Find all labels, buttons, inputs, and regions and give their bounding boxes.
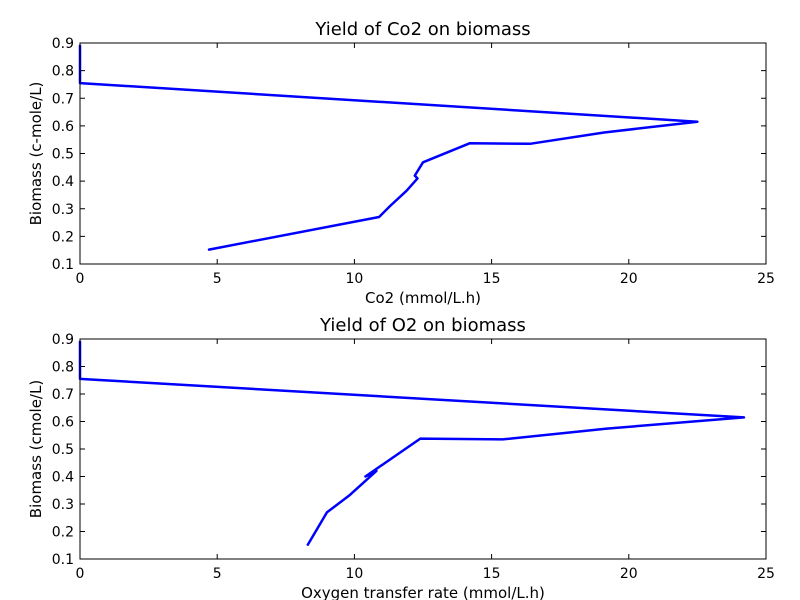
x-tick-label: 25 (757, 271, 775, 287)
plot-frame (79, 42, 767, 265)
ticks: 0 5 10 15 20 25 0.1 0.2 0.3 0.4 0.5 0.6 0.7 0.8 0.9 (52, 332, 775, 582)
x-axis-label: Co2 (mmol/L.h) (365, 289, 481, 307)
y-tick-label: 0.4 (52, 470, 74, 486)
chart-o2-yield: Yield of O2 on biomass Oxygen transfer r… (27, 315, 775, 600)
x-tick-label: 15 (483, 271, 501, 287)
x-tick-label: 5 (213, 271, 222, 287)
y-tick-label: 0.7 (52, 91, 74, 107)
y-axis-label: Biomass (c-mole/L) (27, 82, 45, 226)
y-tick-label: 0.5 (52, 147, 74, 163)
y-tick-label: 0.9 (52, 36, 74, 52)
y-tick-label: 0.8 (52, 64, 74, 80)
x-tick-label: 0 (76, 271, 85, 287)
x-tick-label: 5 (213, 566, 222, 582)
chart-title: Yield of O2 on biomass (319, 315, 526, 336)
y-tick-label: 0.8 (52, 360, 74, 376)
y-axis-label: Biomass (cmole/L) (27, 380, 45, 518)
y-tick-label: 0.1 (52, 257, 74, 273)
plot-area (78, 340, 746, 546)
x-tick-label: 10 (345, 566, 363, 582)
x-tick-label: 10 (345, 271, 363, 287)
y-tick-label: 0.6 (52, 415, 74, 431)
y-tick-label: 0.7 (52, 387, 74, 403)
series-line (78, 44, 699, 251)
chart-title: Yield of Co2 on biomass (314, 19, 530, 40)
y-tick-label: 0.9 (52, 332, 74, 348)
ticks: 0 5 10 15 20 25 0.1 0.2 0.3 0.4 0.5 0.6 0.7 0.8 0.9 (52, 36, 775, 287)
x-tick-label: 20 (620, 566, 638, 582)
y-tick-label: 0.1 (52, 552, 74, 568)
y-tick-label: 0.2 (52, 525, 74, 541)
y-tick-label: 0.6 (52, 119, 74, 135)
plot-area (78, 44, 699, 251)
x-tick-label: 15 (483, 566, 501, 582)
y-tick-label: 0.5 (52, 442, 74, 458)
x-tick-label: 20 (620, 271, 638, 287)
y-tick-label: 0.3 (52, 202, 74, 218)
x-tick-label: 0 (76, 566, 85, 582)
y-tick-label: 0.4 (52, 174, 74, 190)
x-tick-label: 25 (757, 566, 775, 582)
series-line (78, 340, 746, 546)
plot-frame (79, 338, 767, 560)
x-axis-label: Oxygen transfer rate (mmol/L.h) (301, 584, 545, 600)
y-tick-label: 0.2 (52, 229, 74, 245)
y-tick-label: 0.3 (52, 497, 74, 513)
chart-co2-yield: Yield of Co2 on biomass Co2 (mmol/L.h) B… (27, 19, 775, 307)
